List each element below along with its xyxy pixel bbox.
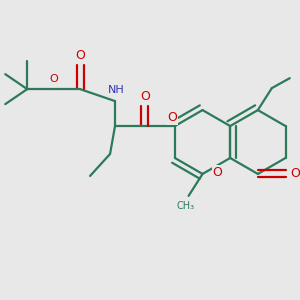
Text: O: O — [140, 90, 150, 103]
Text: NH: NH — [108, 85, 124, 95]
Text: O: O — [167, 111, 177, 124]
Text: CH₃: CH₃ — [176, 201, 195, 211]
Text: O: O — [75, 49, 85, 62]
Text: O: O — [213, 167, 223, 179]
Text: O: O — [290, 167, 300, 180]
Text: O: O — [50, 74, 58, 84]
